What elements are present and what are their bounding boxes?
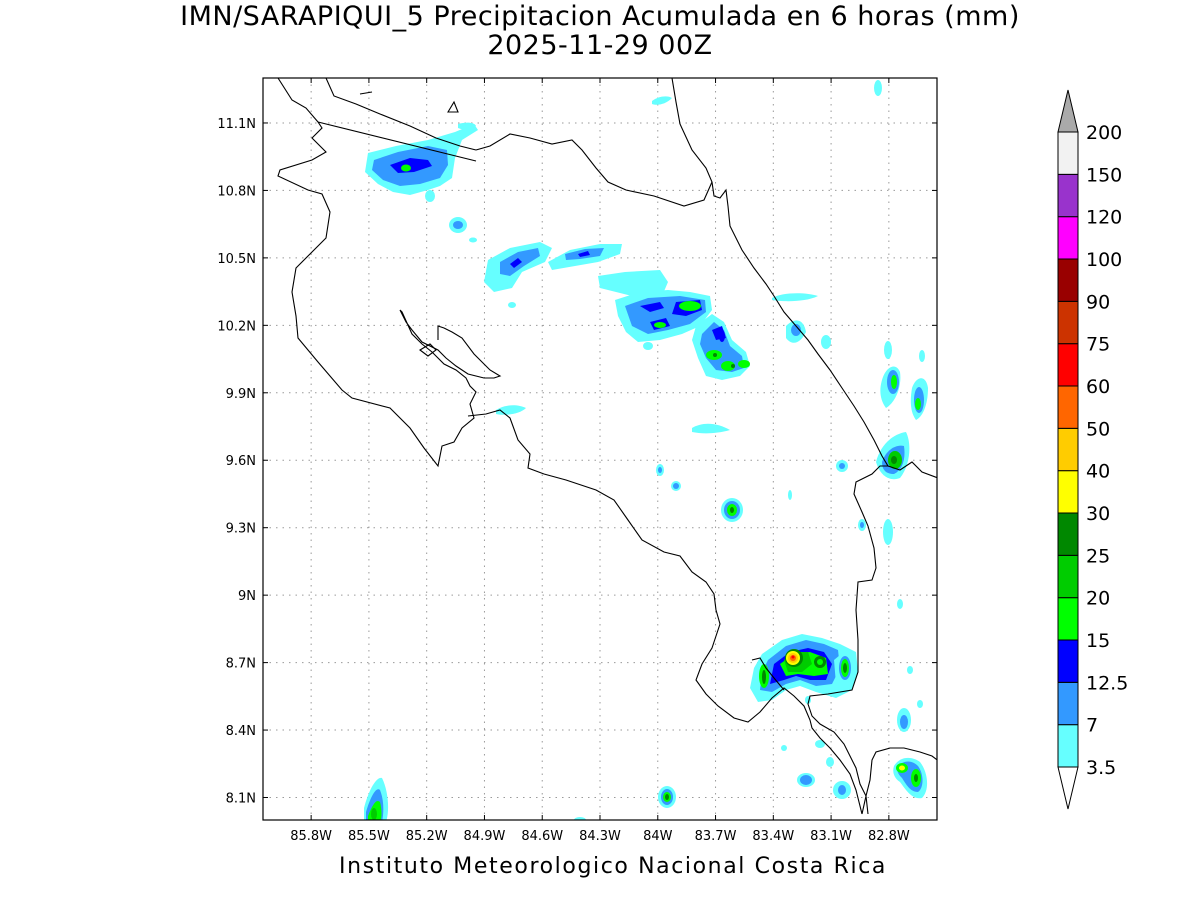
colorbar-lower-extension [1057, 766, 1079, 810]
title-line-2: 2025-11-29 00Z [487, 30, 713, 61]
precipitation-field [364, 80, 928, 820]
colorbar-swatch [1057, 470, 1079, 514]
panama-border-pacific [861, 747, 937, 815]
colorbar-label: 150 [1086, 164, 1122, 186]
lat-tick-label: 8.4N [226, 724, 256, 739]
golfo-dulce [751, 657, 785, 691]
nicoya-coast [467, 409, 863, 815]
lon-tick-label: 85.8W [290, 829, 332, 844]
lake-nicaragua-south [325, 78, 477, 151]
colorbar-swatch [1057, 597, 1079, 641]
colorbar-label: 200 [1086, 122, 1122, 144]
latitude-tick-labels: 8.1N 8.4N 8.7N 9N 9.3N 9.6N 9.9N 10.2N 10.5N 10.8… [217, 117, 256, 807]
colorbar-swatch [1057, 131, 1079, 175]
lon-tick-label: 84.9W [464, 829, 506, 844]
colorbar-swatch [1057, 173, 1079, 218]
rain-band-northern-plains [449, 217, 668, 308]
colorbar-upper-extension [1057, 89, 1079, 133]
panama-border-interior [807, 465, 888, 815]
lat-tick-label: 10.5N [217, 252, 256, 267]
nicoya-island [419, 343, 437, 357]
colorbar-swatch [1057, 681, 1079, 726]
footer-credit: Instituto Meteorologico Nacional Costa R… [339, 854, 887, 879]
map-title: IMN/SARAPIQUI_5 Precipitacion Acumulada … [0, 2, 1200, 60]
lon-tick-label: 83.1W [810, 829, 852, 844]
longitude-tick-labels: 85.8W 85.5W 85.2W 84.9W 84.6W 84.3W 84W 83.7W 83… [290, 829, 910, 844]
map-frame [262, 77, 938, 821]
lon-tick-label: 84.6W [521, 829, 563, 844]
colorbar-label: 3.5 [1086, 757, 1116, 779]
colorbar-label: 40 [1086, 461, 1110, 483]
colorbar-label: 7 [1086, 715, 1098, 737]
colorbar-swatch [1057, 554, 1079, 599]
lat-tick-label: 10.2N [217, 319, 256, 334]
colorbar-label: 15 [1086, 630, 1110, 652]
colorbar-label: 30 [1086, 503, 1110, 525]
colorbar-swatch [1057, 216, 1079, 260]
rain-cells-scattered [496, 80, 923, 820]
colorbar-label: 50 [1086, 418, 1110, 440]
colorbar-label: 12.5 [1086, 672, 1128, 694]
colorbar-swatch [1057, 724, 1079, 768]
rain-cluster-central [615, 290, 750, 380]
lake-nicaragua-shore [277, 78, 502, 468]
colorbar-label: 60 [1086, 376, 1110, 398]
lon-tick-label: 85.5W [348, 829, 390, 844]
san-juan-river [475, 133, 713, 207]
island-north [447, 100, 459, 113]
colorbar-swatch [1057, 385, 1079, 429]
rain-cells-offshore-south [364, 777, 676, 820]
colorbar-label: 90 [1086, 291, 1110, 313]
lat-tick-label: 11.1N [217, 117, 256, 132]
colorbar-swatch [1057, 639, 1079, 683]
colorbar-swatch [1057, 512, 1079, 556]
lon-tick-label: 83.7W [695, 829, 737, 844]
lat-tick-label: 10.8N [217, 184, 256, 199]
lon-tick-label: 83.4W [752, 829, 794, 844]
lon-tick-label: 84W [643, 829, 673, 844]
coastline-and-borders [277, 78, 937, 815]
lat-tick-label: 9.9N [226, 387, 256, 402]
lat-tick-label: 8.7N [226, 657, 256, 672]
northern-coast-loop [359, 91, 373, 95]
lat-tick-label: 8.1N [226, 792, 256, 807]
title-line-1: IMN/SARAPIQUI_5 Precipitacion Acumulada … [180, 1, 1020, 32]
colorbar-swatch [1057, 300, 1079, 345]
colorbar-label: 100 [1086, 249, 1122, 271]
lon-tick-label: 84.3W [579, 829, 621, 844]
colorbar-swatch [1057, 258, 1079, 302]
colorbar-swatch [1057, 427, 1079, 472]
nicaragua-border [317, 121, 477, 162]
lat-tick-label: 9N [238, 589, 256, 604]
lon-tick-label: 85.2W [406, 829, 448, 844]
lat-tick-label: 9.3N [226, 522, 256, 537]
colorbar-label: 120 [1086, 207, 1122, 229]
graticule [263, 78, 937, 820]
colorbar-legend: 3.5 7 12.5 15 20 25 30 40 50 60 75 90 100 120 150 200 [1057, 89, 1128, 810]
colorbar-label: 20 [1086, 588, 1110, 610]
rain-cluster-south-pacific [750, 634, 911, 799]
colorbar-label: 25 [1086, 545, 1110, 567]
lon-tick-label: 82.8W [868, 829, 910, 844]
caribbean-coast [671, 78, 937, 479]
colorbar-label: 75 [1086, 334, 1110, 356]
rain-cells-caribbean [721, 341, 928, 522]
lat-tick-label: 9.6N [226, 454, 256, 469]
rain-area-north-border [365, 122, 478, 202]
colorbar-swatch [1057, 343, 1079, 387]
rain-cluster-southeast [893, 757, 928, 799]
